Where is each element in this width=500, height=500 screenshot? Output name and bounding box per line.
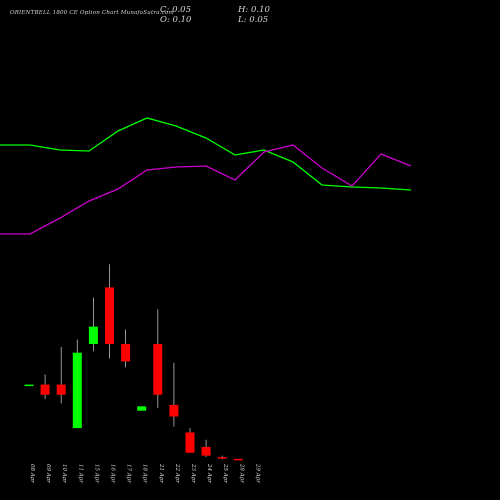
candle-body — [201, 446, 211, 456]
candle-body — [233, 458, 243, 461]
date-tick-label: 24 Apr — [206, 463, 212, 483]
candle-body — [72, 352, 82, 429]
date-tick-label: 10 Apr — [61, 464, 67, 483]
date-tick-label: 28 Apr — [238, 463, 244, 483]
candle-body — [169, 404, 179, 417]
indicator-line-magenta — [0, 144, 412, 235]
ohlc-high: H: 0.10 — [238, 5, 270, 15]
date-tick-label: 29 Apr — [254, 463, 260, 483]
candle-body — [185, 432, 195, 453]
candle-body — [105, 287, 114, 344]
candle-body — [137, 406, 147, 411]
chart-title: ORIENTBELL 1800 CE Option Chart MunafaSu… — [10, 10, 174, 16]
date-tick-label: 08 Apr — [29, 464, 35, 483]
date-tick-label: 23 Apr — [190, 463, 196, 483]
date-tick-label: 17 Apr — [126, 464, 132, 483]
date-tick-label: 09 Apr — [45, 464, 51, 483]
candle-body — [153, 344, 163, 395]
candle-body — [24, 384, 34, 387]
candle-body — [56, 384, 66, 395]
date-tick-label: 21 Apr — [158, 463, 164, 483]
candle-body — [217, 457, 227, 459]
ohlc-close: C: 0.05 — [160, 5, 191, 15]
candle-body — [88, 326, 98, 344]
date-tick-label: 18 Apr — [142, 464, 148, 483]
date-tick-label: 11 Apr — [77, 464, 83, 483]
indicator-line-green — [0, 117, 412, 191]
ohlc-low: L: 0.05 — [238, 15, 269, 25]
date-tick-label: 16 Apr — [110, 464, 116, 483]
candle-body — [40, 384, 50, 395]
date-tick-label: 25 Apr — [222, 463, 228, 483]
date-tick-label: 22 Apr — [174, 463, 180, 483]
date-tick-label: 15 Apr — [93, 464, 99, 483]
candle-body — [121, 344, 131, 362]
ohlc-open: O: 0.10 — [160, 15, 192, 25]
